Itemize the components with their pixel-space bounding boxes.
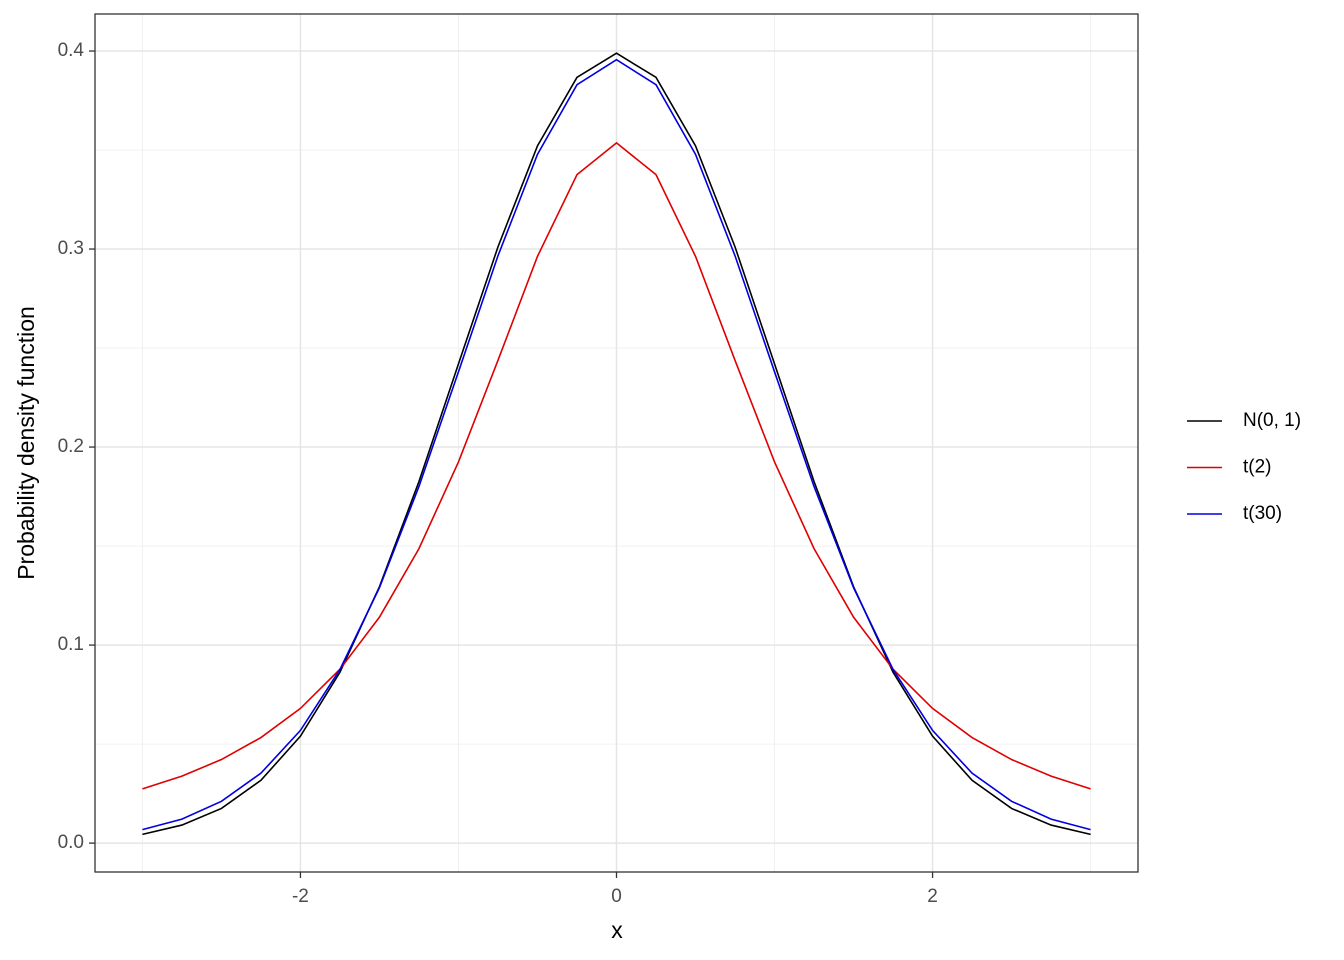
legend-label: N(0, 1) bbox=[1243, 410, 1301, 431]
legend: N(0, 1) t(2) t(30) bbox=[1187, 410, 1301, 524]
x-tick-label: 0 bbox=[611, 886, 622, 907]
x-axis-title: x bbox=[611, 917, 623, 943]
axes: -2 0 2 0.0 0.1 0.2 0.3 0.4 bbox=[58, 40, 938, 907]
series-line bbox=[142, 141, 1091, 790]
y-tick-label: 0.0 bbox=[58, 832, 84, 853]
legend-label: t(2) bbox=[1243, 457, 1272, 478]
y-tick-label: 0.1 bbox=[58, 634, 84, 655]
series-line bbox=[142, 58, 1091, 831]
y-axis-title: Probability density function bbox=[13, 306, 39, 580]
lines bbox=[142, 52, 1091, 836]
y-tick-label: 0.2 bbox=[58, 436, 84, 457]
series-line bbox=[142, 52, 1091, 836]
legend-label: t(30) bbox=[1243, 503, 1282, 524]
x-tick-label: 2 bbox=[927, 886, 938, 907]
y-tick-label: 0.4 bbox=[58, 40, 85, 61]
y-tick-label: 0.3 bbox=[58, 238, 84, 259]
x-tick-label: -2 bbox=[292, 886, 309, 907]
